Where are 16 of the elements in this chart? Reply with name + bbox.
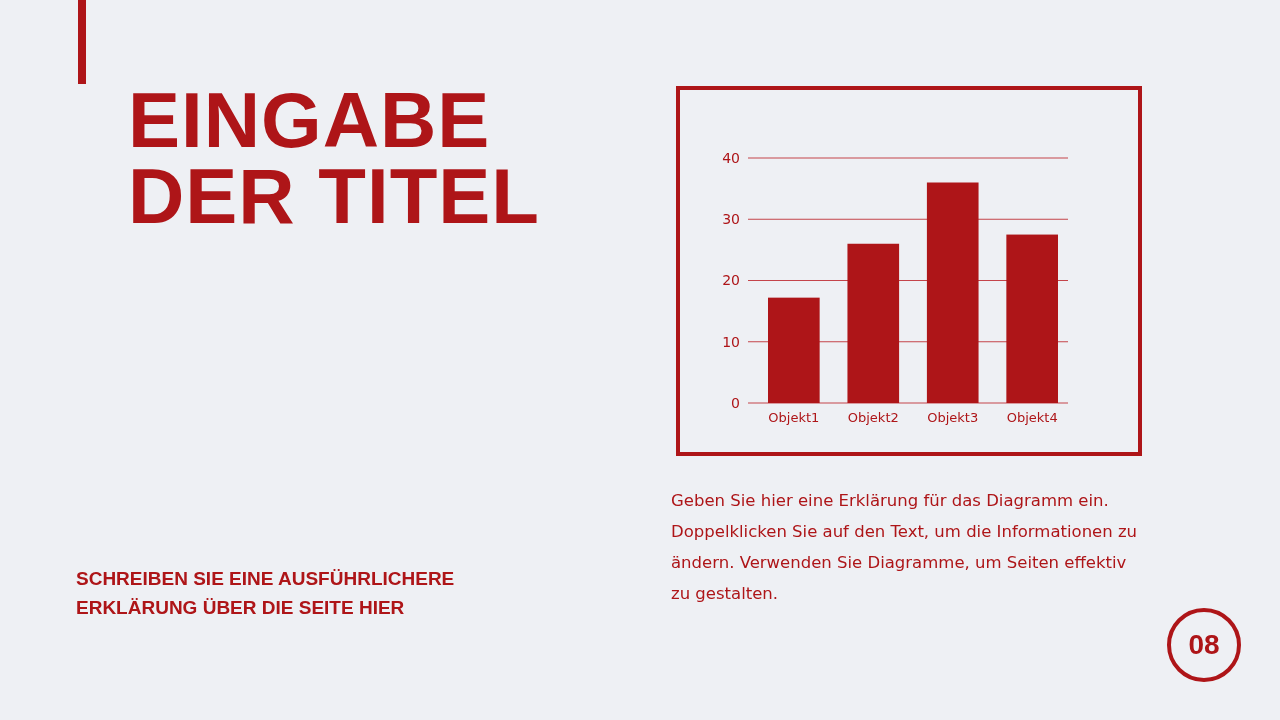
bar <box>926 182 979 403</box>
x-tick-label: Objekt1 <box>768 410 820 426</box>
y-tick-label: 0 <box>731 394 740 411</box>
x-tick-label: Objekt3 <box>927 410 979 426</box>
bar <box>768 297 820 403</box>
chart-title: EINGABE DER TITEL <box>128 76 541 240</box>
bar <box>847 243 900 403</box>
bar <box>1006 234 1058 403</box>
text: Geben Sie hier eine Erklärung für das Diagramm ein. Doppelklicken Sie auf den Text, um die Informationen zu ändern. Verwenden Sie Diagramme, um Seiten effektiv zu gestalten. <box>671 490 1139 605</box>
y-tick-label: 40 <box>722 149 740 166</box>
text: SCHREIBEN SIE EINE AUSFÜHRLICHERE ERKLÄRUNG ÜBER DIE SEITE HIER <box>76 567 456 620</box>
x-tick-label: Objekt2 <box>847 410 899 426</box>
x-tick-label: Objekt4 <box>1006 410 1058 426</box>
y-tick-label: 30 <box>722 211 740 228</box>
y-tick-label: 20 <box>722 272 740 289</box>
y-tick-label: 10 <box>722 333 740 350</box>
